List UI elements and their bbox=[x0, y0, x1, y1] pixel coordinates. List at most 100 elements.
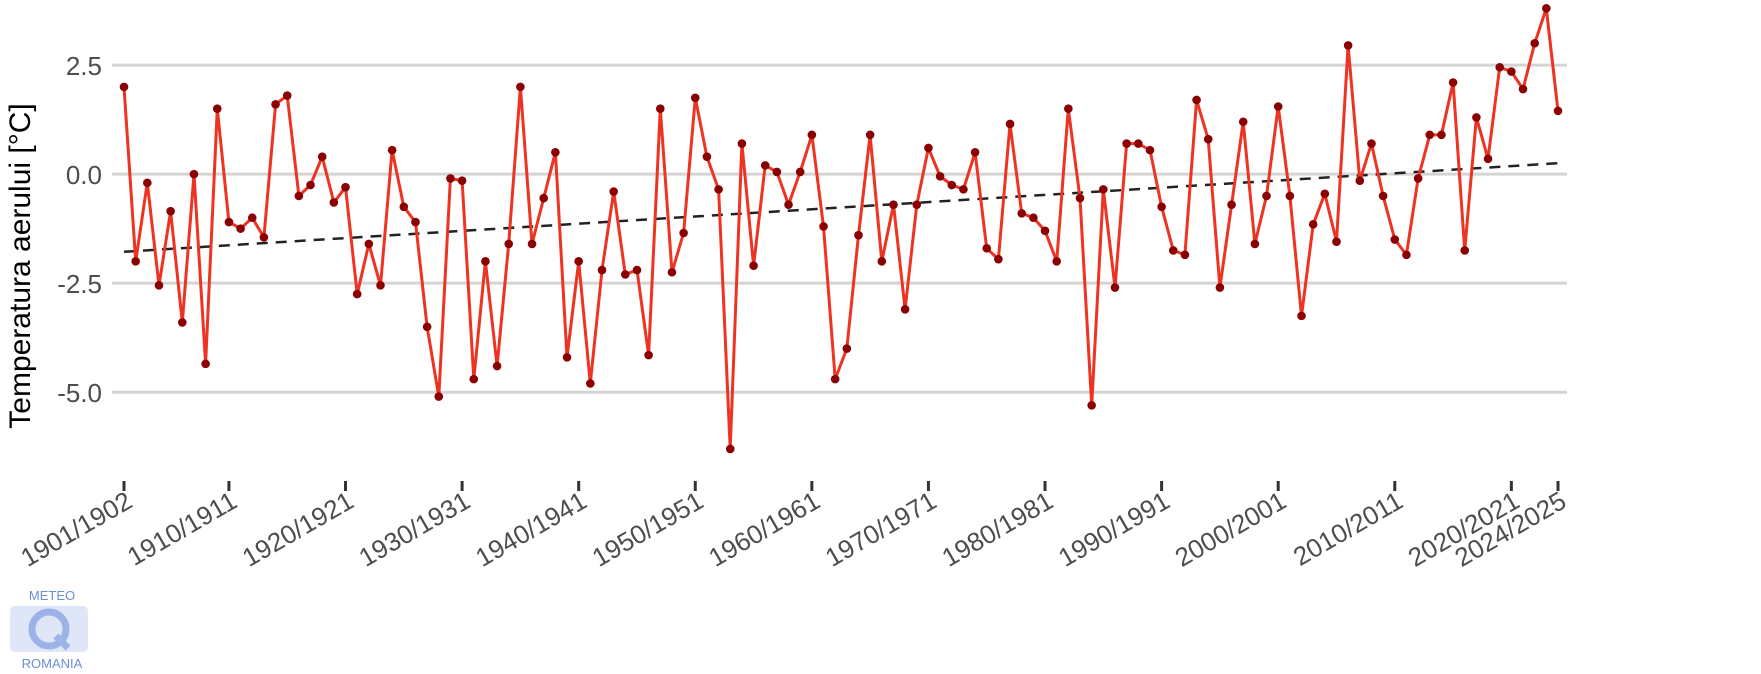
logo-q-icon bbox=[28, 608, 70, 650]
data-point bbox=[586, 379, 595, 388]
data-point bbox=[143, 178, 152, 188]
data-point bbox=[306, 180, 315, 190]
data-point bbox=[900, 305, 910, 314]
data-point bbox=[154, 281, 164, 290]
data-point bbox=[667, 267, 677, 277]
x-tick-label: 1920/1921 bbox=[237, 485, 358, 572]
data-point bbox=[1483, 154, 1493, 164]
data-point bbox=[655, 104, 665, 113]
grid-lines bbox=[112, 63, 1567, 394]
data-point bbox=[1203, 134, 1213, 144]
data-point bbox=[1308, 219, 1318, 229]
x-tick-label: 1950/1951 bbox=[587, 485, 708, 572]
data-point bbox=[399, 202, 409, 212]
data-point bbox=[177, 318, 187, 327]
data-point bbox=[469, 374, 479, 384]
data-point bbox=[877, 257, 887, 266]
data-point bbox=[737, 139, 747, 148]
data-point bbox=[224, 217, 234, 227]
data-point bbox=[259, 233, 269, 242]
data-point bbox=[1215, 283, 1225, 292]
data-point bbox=[492, 361, 502, 371]
data-point bbox=[1472, 113, 1481, 122]
data-point bbox=[1250, 239, 1260, 249]
data-point bbox=[317, 152, 327, 161]
data-point bbox=[562, 353, 572, 362]
data-point bbox=[411, 217, 420, 227]
data-point bbox=[1273, 102, 1283, 111]
data-point bbox=[329, 198, 339, 207]
data-point bbox=[702, 152, 712, 161]
data-point bbox=[352, 289, 362, 299]
trend-line-group bbox=[123, 161, 1559, 254]
data-point bbox=[924, 143, 933, 153]
data-point bbox=[1355, 176, 1365, 185]
data-point bbox=[434, 392, 444, 401]
data-point bbox=[1320, 189, 1330, 199]
data-points bbox=[119, 4, 1563, 454]
data-point bbox=[597, 265, 607, 275]
y-tick-label: 0.0 bbox=[66, 160, 102, 190]
data-point bbox=[830, 374, 840, 384]
y-tick-label: -5.0 bbox=[57, 378, 102, 408]
data-point bbox=[1075, 193, 1085, 203]
data-point bbox=[760, 161, 770, 170]
data-point bbox=[1238, 117, 1248, 127]
data-point bbox=[236, 224, 245, 233]
data-point bbox=[1553, 106, 1563, 116]
data-point bbox=[446, 174, 455, 183]
data-point bbox=[609, 187, 618, 196]
data-point bbox=[1227, 200, 1236, 209]
data-point bbox=[1460, 246, 1470, 255]
data-point bbox=[865, 130, 875, 140]
data-point bbox=[690, 93, 700, 103]
data-point bbox=[1413, 174, 1423, 183]
data-point bbox=[212, 104, 222, 113]
data-point bbox=[621, 270, 630, 279]
data-point bbox=[457, 176, 467, 185]
data-point bbox=[959, 185, 968, 194]
data-point bbox=[912, 200, 922, 209]
data-point bbox=[1157, 202, 1166, 212]
logo-background-shape bbox=[10, 606, 88, 652]
data-point bbox=[1285, 191, 1295, 201]
x-tick-label: 1980/1981 bbox=[937, 485, 1058, 572]
data-point bbox=[947, 180, 957, 190]
data-point bbox=[1180, 250, 1190, 260]
data-point bbox=[376, 281, 385, 290]
data-point bbox=[1040, 226, 1050, 236]
data-point bbox=[341, 182, 350, 192]
data-point bbox=[632, 265, 642, 275]
series-line bbox=[122, 6, 1560, 451]
x-tick-label: 1960/1961 bbox=[703, 485, 824, 572]
data-point bbox=[679, 228, 688, 238]
x-tick-label: 1940/1941 bbox=[470, 485, 591, 572]
data-point bbox=[1029, 213, 1038, 223]
meteo-romania-logo: METEO ROMANIA bbox=[10, 588, 88, 671]
data-point bbox=[854, 230, 863, 240]
x-axis: 1901/19021910/19111920/19211930/19311940… bbox=[16, 481, 1571, 573]
data-point bbox=[131, 257, 140, 266]
data-point bbox=[1133, 139, 1143, 148]
data-point bbox=[166, 206, 175, 216]
data-point bbox=[1052, 257, 1061, 266]
data-point bbox=[1402, 250, 1411, 260]
logo-bottom-text: ROMANIA bbox=[22, 656, 83, 671]
data-point bbox=[994, 254, 1003, 264]
data-point bbox=[1145, 145, 1155, 155]
x-tick-label: 1901/1902 bbox=[16, 485, 137, 572]
data-point bbox=[889, 200, 898, 209]
data-point bbox=[119, 82, 129, 92]
data-point bbox=[784, 200, 793, 209]
data-point bbox=[282, 91, 292, 100]
data-point bbox=[504, 239, 514, 249]
data-point bbox=[1495, 62, 1505, 72]
data-point bbox=[1168, 246, 1178, 255]
data-point bbox=[527, 239, 537, 249]
data-point bbox=[1507, 67, 1516, 76]
x-tick-label: 1970/1971 bbox=[820, 485, 941, 572]
data-point bbox=[725, 444, 735, 454]
data-point bbox=[1064, 104, 1073, 113]
data-point bbox=[970, 148, 980, 157]
